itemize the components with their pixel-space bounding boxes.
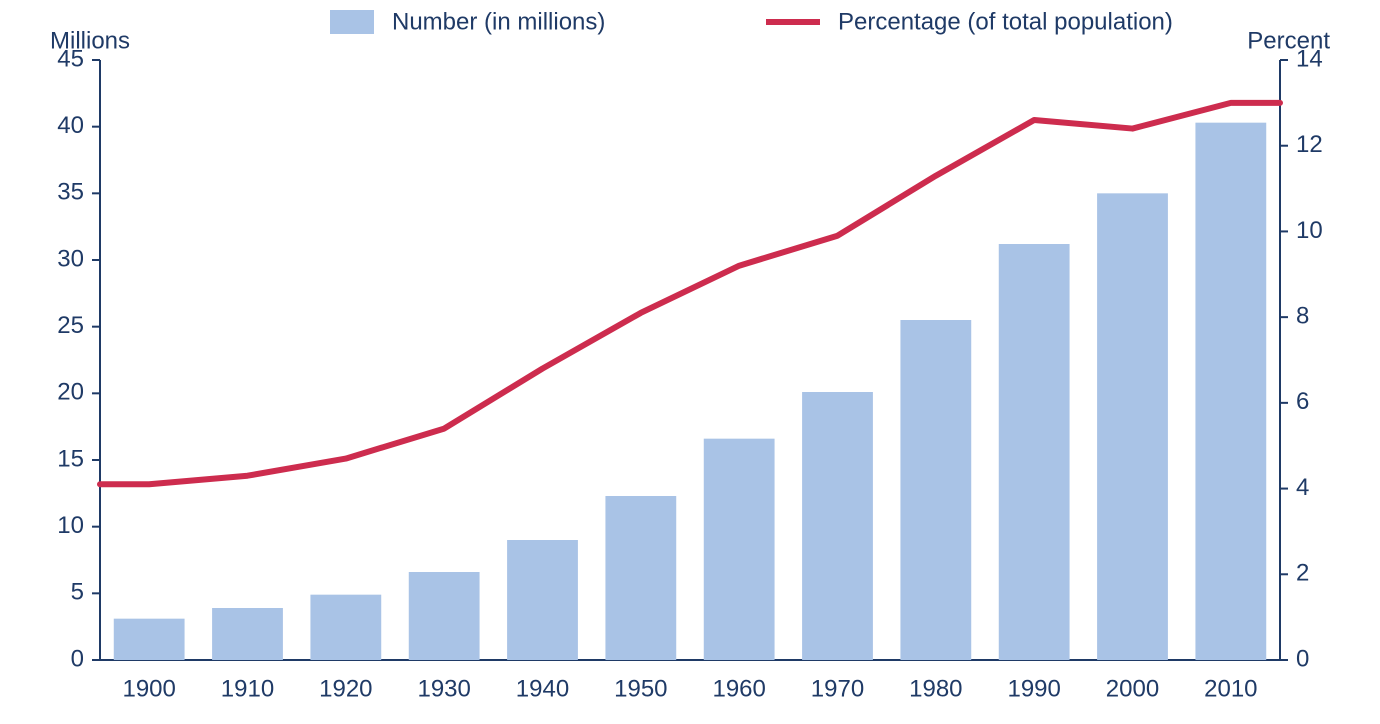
bar <box>114 619 185 660</box>
chart-container: Number (in millions) Percentage (of total… <box>0 0 1380 724</box>
right-tick-label: 2 <box>1296 560 1309 587</box>
right-tick-label: 10 <box>1296 217 1323 244</box>
chart-background <box>0 0 1380 724</box>
left-tick-label: 40 <box>57 112 84 139</box>
left-tick-label: 15 <box>57 445 84 472</box>
bar <box>1195 123 1266 660</box>
x-tick-label: 1980 <box>909 675 962 702</box>
legend-label: Percentage (of total population) <box>838 8 1173 35</box>
bar <box>1097 193 1168 660</box>
left-tick-label: 25 <box>57 312 84 339</box>
left-axis-title: Millions <box>50 27 130 54</box>
legend-swatch-bar <box>330 10 374 34</box>
right-tick-label: 0 <box>1296 645 1309 672</box>
legend-label: Number (in millions) <box>392 8 605 35</box>
left-tick-label: 20 <box>57 379 84 406</box>
left-tick-label: 5 <box>71 579 84 606</box>
bar <box>802 392 873 660</box>
bar <box>409 572 480 660</box>
right-axis-title: Percent <box>1247 27 1330 54</box>
x-tick-label: 1950 <box>614 675 667 702</box>
bar <box>212 608 283 660</box>
left-tick-label: 30 <box>57 245 84 272</box>
x-tick-label: 1900 <box>122 675 175 702</box>
right-tick-label: 8 <box>1296 302 1309 329</box>
x-tick-label: 1920 <box>319 675 372 702</box>
x-tick-label: 1990 <box>1007 675 1060 702</box>
x-tick-label: 2000 <box>1106 675 1159 702</box>
bar <box>704 439 775 660</box>
x-tick-label: 2010 <box>1204 675 1257 702</box>
left-tick-label: 0 <box>71 645 84 672</box>
x-tick-label: 1910 <box>221 675 274 702</box>
x-tick-label: 1970 <box>811 675 864 702</box>
bar <box>999 244 1070 660</box>
left-tick-label: 10 <box>57 512 84 539</box>
right-tick-label: 12 <box>1296 131 1323 158</box>
x-tick-label: 1930 <box>417 675 470 702</box>
bar <box>900 320 971 660</box>
bar <box>507 540 578 660</box>
right-tick-label: 6 <box>1296 388 1309 415</box>
population-chart: Number (in millions) Percentage (of total… <box>0 0 1380 724</box>
bar <box>605 496 676 660</box>
left-tick-label: 35 <box>57 179 84 206</box>
bar <box>310 595 381 660</box>
x-tick-label: 1940 <box>516 675 569 702</box>
right-tick-label: 4 <box>1296 474 1309 501</box>
x-tick-label: 1960 <box>712 675 765 702</box>
